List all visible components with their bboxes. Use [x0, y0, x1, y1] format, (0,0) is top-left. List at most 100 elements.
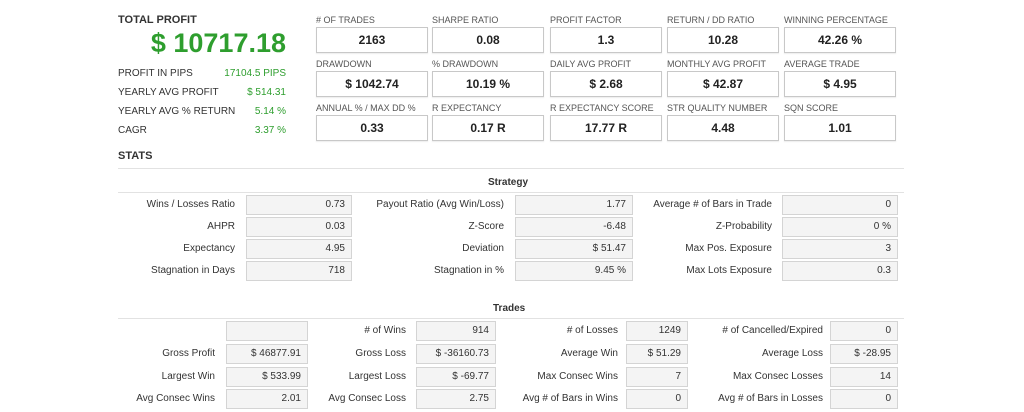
metric-value: 10.19 %: [432, 71, 544, 97]
profit-in-pips-label: PROFIT IN PIPS: [118, 68, 193, 79]
metric-drawdown: DRAWDOWN $ 1042.74: [316, 58, 428, 97]
trades-value: 7: [626, 367, 688, 387]
strategy-value: 0: [782, 195, 898, 215]
strategy-label: Max Lots Exposure: [686, 265, 772, 276]
metric-sqn-score: SQN SCORE 1.01: [784, 102, 896, 141]
metric-return-dd-ratio: RETURN / DD RATIO 10.28: [667, 14, 779, 53]
metric-value: $ 4.95: [784, 71, 896, 97]
metric-annual-max-dd: ANNUAL % / MAX DD % 0.33: [316, 102, 428, 141]
strategy-label: Stagnation in %: [433, 265, 504, 276]
metric-r-expectancy-score: R EXPECTANCY SCORE 17.77 R: [550, 102, 662, 141]
strategy-label: Z-Score: [468, 221, 504, 232]
trades-label: # of Cancelled/Expired: [722, 325, 823, 336]
trades-value: $ -36160.73: [416, 344, 496, 364]
metric-value: 10.28: [667, 27, 779, 53]
trades-value: 914: [416, 321, 496, 341]
trades-label: Average Win: [560, 348, 618, 359]
trades-label: Max Consec Wins: [537, 371, 618, 382]
metric-label: AVERAGE TRADE: [784, 59, 860, 69]
trades-value: 0: [626, 389, 688, 409]
trades-label: Avg # of Bars in Wins: [522, 393, 618, 404]
metric-label: DAILY AVG PROFIT: [550, 59, 632, 69]
strategy-divider: [118, 192, 904, 193]
yearly-avg-profit-row: YEARLY AVG PROFIT $ 514.31: [118, 87, 286, 105]
strategy-section-title: Strategy: [488, 177, 529, 188]
metric-value: 0.17 R: [432, 115, 544, 141]
trades-value: 1249: [626, 321, 688, 341]
trades-label: Gross Profit: [162, 348, 215, 359]
yearly-avg-return-row: YEARLY AVG % RETURN 5.14 %: [118, 106, 286, 124]
trades-label: # of Losses: [566, 325, 618, 336]
strategy-label: Max Pos. Exposure: [685, 243, 772, 254]
strategy-label: Average # of Bars in Trade: [653, 199, 772, 210]
yearly-avg-profit-value: $ 514.31: [247, 87, 286, 98]
strategy-value: 0.3: [782, 261, 898, 281]
strategy-label: Z-Probability: [715, 221, 772, 232]
metric-sharpe-ratio: SHARPE RATIO 0.08: [432, 14, 544, 53]
total-profit-value: $ 10717.18: [150, 28, 286, 58]
strategy-value: 9.45 %: [515, 261, 633, 281]
metric-pct-drawdown: % DRAWDOWN 10.19 %: [432, 58, 544, 97]
metric-average-trade: AVERAGE TRADE $ 4.95: [784, 58, 896, 97]
yearly-avg-profit-label: YEARLY AVG PROFIT: [118, 87, 219, 98]
trades-label: # of Wins: [364, 325, 406, 336]
strategy-label: Expectancy: [183, 243, 235, 254]
trades-label: Largest Win: [161, 371, 215, 382]
strategy-label: Deviation: [462, 243, 504, 254]
strategy-value: $ 51.47: [515, 239, 633, 259]
metric-label: % DRAWDOWN: [432, 59, 499, 69]
trades-label: Avg Consec Wins: [136, 393, 215, 404]
trades-label: Largest Loss: [348, 371, 406, 382]
metric-label: ANNUAL % / MAX DD %: [316, 103, 416, 113]
strategy-value: -6.48: [515, 217, 633, 237]
metric-label: RETURN / DD RATIO: [667, 15, 755, 25]
trades-value: $ 51.29: [626, 344, 688, 364]
trades-value: 14: [830, 367, 898, 387]
trades-value: $ 46877.91: [226, 344, 308, 364]
metric-value: 1.3: [550, 27, 662, 53]
trades-divider: [118, 318, 904, 319]
stats-heading: STATS: [118, 150, 153, 162]
metric-value: 2163: [316, 27, 428, 53]
metric-daily-avg-profit: DAILY AVG PROFIT $ 2.68: [550, 58, 662, 97]
metric-value: 1.01: [784, 115, 896, 141]
trades-section-title: Trades: [493, 303, 526, 314]
profit-in-pips-row: PROFIT IN PIPS 17104.5 PIPS: [118, 68, 286, 86]
trades-label: Average Loss: [762, 348, 823, 359]
trades-value: 2.01: [226, 389, 308, 409]
metric-profit-factor: PROFIT FACTOR 1.3: [550, 14, 662, 53]
metric-value: $ 1042.74: [316, 71, 428, 97]
strategy-value: 1.77: [515, 195, 633, 215]
metric-label: R EXPECTANCY: [432, 103, 502, 113]
profit-in-pips-value: 17104.5 PIPS: [224, 68, 286, 79]
strategy-value: 0.03: [246, 217, 352, 237]
metric-label: MONTHLY AVG PROFIT: [667, 59, 767, 69]
yearly-avg-return-value: 5.14 %: [254, 106, 286, 117]
metric-label: DRAWDOWN: [316, 59, 372, 69]
cagr-value: 3.37 %: [254, 125, 286, 136]
metric-winning-percentage: WINNING PERCENTAGE 42.26 %: [784, 14, 896, 53]
strategy-value: 4.95: [246, 239, 352, 259]
trades-label: Gross Loss: [355, 348, 406, 359]
strategy-label: Payout Ratio (Avg Win/Loss): [376, 199, 504, 210]
trades-value: 2.75: [416, 389, 496, 409]
metric-value: 4.48: [667, 115, 779, 141]
metric-label: # OF TRADES: [316, 15, 375, 25]
strategy-label: Stagnation in Days: [151, 265, 235, 276]
trades-value: $ -28.95: [830, 344, 898, 364]
metric-label: STR QUALITY NUMBER: [667, 103, 768, 113]
metric-value: 42.26 %: [784, 27, 896, 53]
metric-value: $ 2.68: [550, 71, 662, 97]
stats-divider: [118, 168, 904, 169]
trades-value: [226, 321, 308, 341]
metric-label: SHARPE RATIO: [432, 15, 499, 25]
metric-monthly-avg-profit: MONTHLY AVG PROFIT $ 42.87: [667, 58, 779, 97]
cagr-label: CAGR: [118, 125, 147, 136]
trades-value: $ -69.77: [416, 367, 496, 387]
trades-value: 0: [830, 321, 898, 341]
metric-value: $ 42.87: [667, 71, 779, 97]
trades-value: 0: [830, 389, 898, 409]
metric-num-trades: # OF TRADES 2163: [316, 14, 428, 53]
metric-value: 0.33: [316, 115, 428, 141]
trades-value: $ 533.99: [226, 367, 308, 387]
